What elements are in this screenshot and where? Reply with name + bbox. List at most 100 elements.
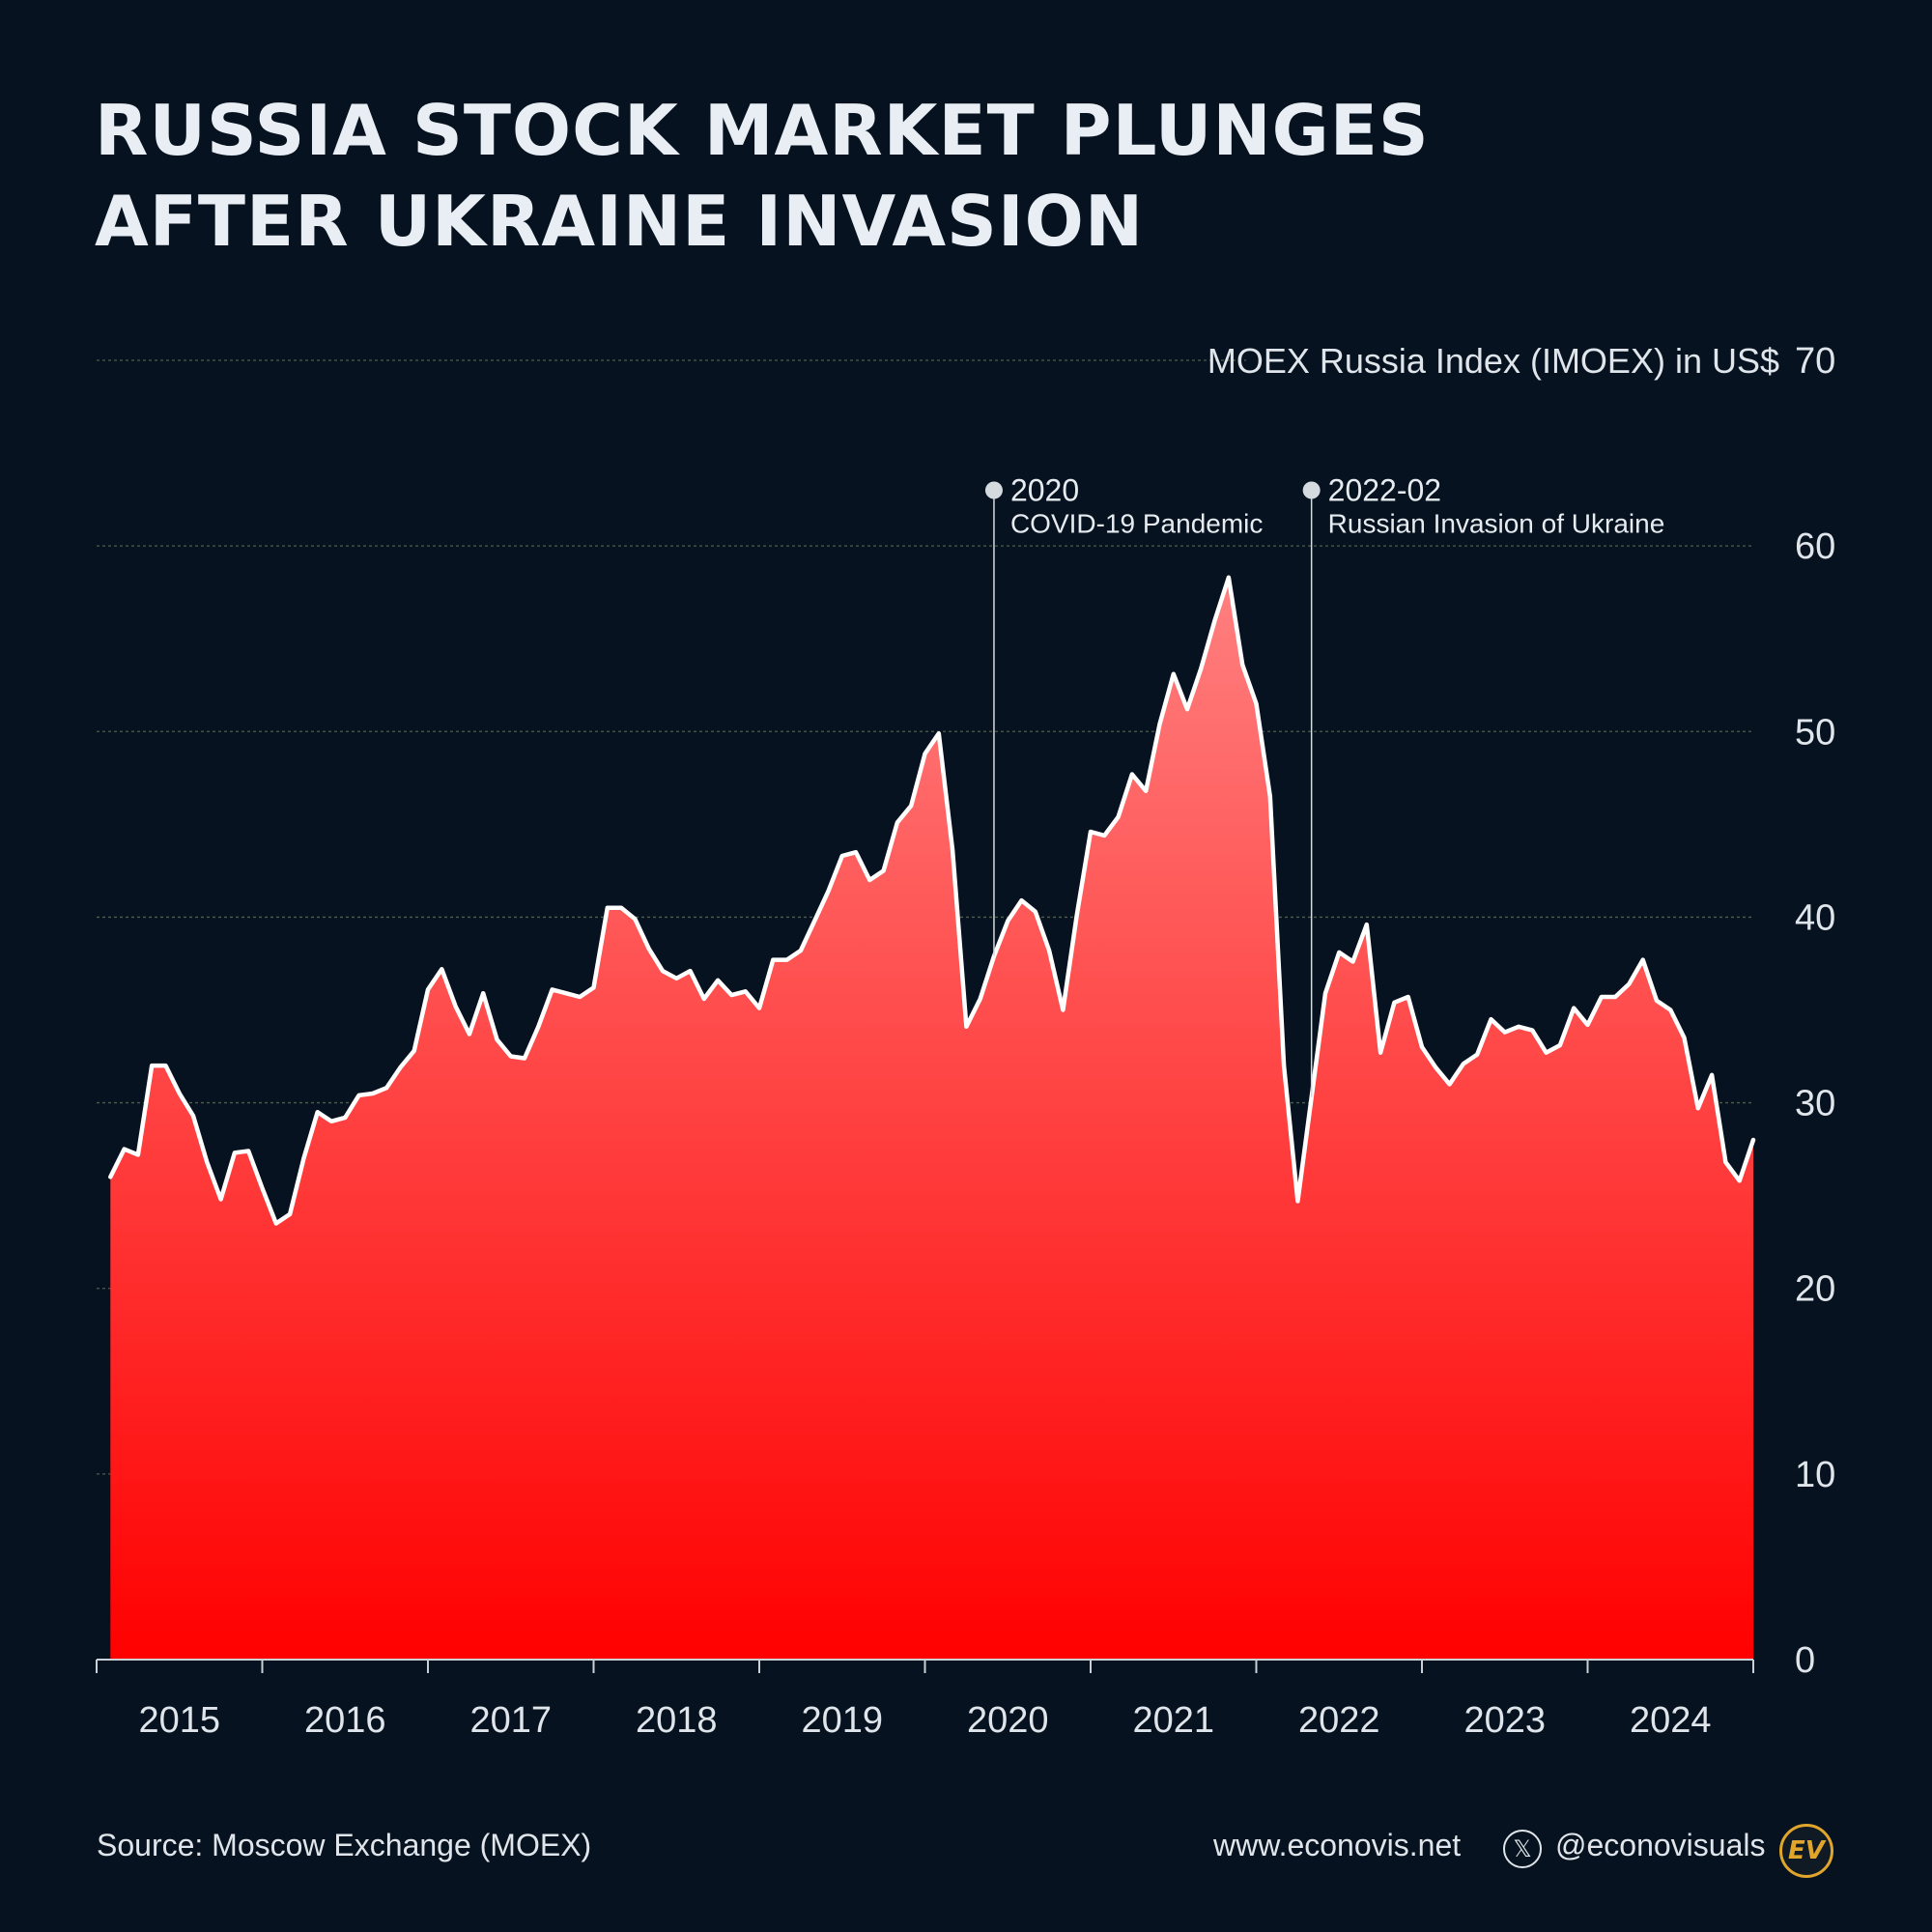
data-point-2017-05: [523, 1057, 526, 1060]
data-point-2017-08: [564, 992, 568, 995]
data-point-2017-10: [592, 986, 595, 989]
data-point-2022-11: [1435, 1065, 1437, 1069]
data-point-2018-05: [689, 969, 692, 973]
data-point-2017-02: [482, 992, 485, 995]
data-point-2016-09: [412, 1049, 415, 1053]
data-point-2024-10: [1751, 1138, 1755, 1142]
x-tick-label-2024: 2024: [1630, 1700, 1712, 1741]
data-point-2019-06: [868, 878, 871, 882]
data-point-2022-01: [1296, 1200, 1299, 1203]
data-point-2019-03: [827, 890, 830, 893]
data-point-2019-10: [923, 753, 926, 755]
data-point-2021-04: [1172, 672, 1176, 675]
data-point-2017-12: [619, 906, 623, 909]
data-point-2020-01: [965, 1025, 968, 1029]
data-point-2020-10: [1089, 830, 1093, 834]
data-point-2016-11: [440, 968, 443, 971]
data-point-2016-10: [426, 988, 430, 991]
data-point-2024-08: [1724, 1160, 1727, 1164]
data-point-2023-12: [1613, 995, 1617, 999]
x-tick-label-2019: 2019: [801, 1700, 883, 1741]
data-point-2016-08: [399, 1065, 402, 1069]
data-point-2015-09: [247, 1150, 250, 1152]
data-point-2024-04: [1669, 1009, 1672, 1011]
data-point-2015-02: [151, 1064, 154, 1067]
y-axis-label: MOEX Russia Index (IMOEX) in US$: [1208, 341, 1779, 381]
data-point-2019-01: [799, 949, 803, 952]
data-point-2018-12: [785, 958, 788, 961]
y-tick-label-0: 0: [1795, 1640, 1815, 1681]
data-point-2015-08: [233, 1151, 237, 1154]
x-tick-label-2022: 2022: [1298, 1700, 1380, 1741]
data-point-2016-07: [384, 1087, 388, 1090]
data-point-2018-03: [661, 969, 665, 973]
data-point-2023-03: [1490, 1017, 1492, 1021]
data-point-2021-03: [1158, 723, 1161, 725]
data-point-2021-01: [1130, 773, 1134, 776]
data-point-2023-06: [1531, 1029, 1534, 1032]
data-point-2016-06: [371, 1092, 374, 1095]
annotation-date-2020-03: 2020: [1010, 473, 1079, 508]
data-point-2020-08: [1062, 1009, 1065, 1011]
annotation-marker-2020-03: [984, 481, 1003, 499]
annotation-label-2022-02: Russian Invasion of Ukraine: [1328, 509, 1665, 539]
chart-title-line-2: AFTER UKRAINE INVASION: [95, 181, 1145, 262]
data-point-2018-04: [675, 977, 678, 980]
data-point-2020-11: [1103, 834, 1106, 838]
y-tick-label-50: 50: [1795, 712, 1835, 753]
data-point-2014-11: [109, 1176, 112, 1179]
data-point-2024-01: [1628, 982, 1631, 985]
data-point-2018-02: [647, 947, 650, 951]
data-point-2021-11: [1268, 795, 1272, 798]
data-point-2022-08: [1393, 1001, 1396, 1005]
data-point-2023-11: [1600, 995, 1604, 999]
website-link[interactable]: www.econovis.net: [1213, 1828, 1462, 1862]
data-point-2022-05: [1351, 960, 1354, 963]
data-point-2022-03: [1323, 992, 1327, 995]
data-point-2015-11: [274, 1222, 277, 1225]
y-tick-label-60: 60: [1795, 526, 1835, 567]
data-point-2023-10: [1586, 1023, 1589, 1027]
data-point-2022-09: [1406, 995, 1409, 999]
data-point-2019-12: [951, 849, 954, 852]
data-point-2021-02: [1145, 789, 1148, 792]
data-point-2022-10: [1420, 1045, 1424, 1049]
data-point-2020-06: [1034, 910, 1037, 913]
data-point-2015-07: [219, 1198, 222, 1201]
area-fill: [110, 577, 1753, 1660]
data-point-2019-04: [840, 854, 843, 858]
data-point-2021-12: [1282, 1064, 1286, 1067]
data-point-2017-03: [496, 1038, 498, 1041]
data-point-2022-12: [1448, 1083, 1451, 1086]
x-logo-icon[interactable]: 𝕏: [1503, 1830, 1542, 1868]
y-tick-label-30: 30: [1795, 1084, 1835, 1124]
data-point-2019-09: [910, 804, 913, 808]
data-point-2023-08: [1558, 1043, 1562, 1047]
social-handle[interactable]: @econovisuals: [1555, 1828, 1766, 1862]
data-point-2020-02: [979, 997, 981, 1001]
y-tick-label-70: 70: [1795, 341, 1835, 382]
annotation-date-2022-02: 2022-02: [1328, 473, 1441, 508]
data-point-2020-04: [1007, 920, 1009, 923]
data-point-2016-05: [357, 1094, 360, 1097]
data-point-2015-05: [191, 1114, 195, 1118]
data-point-2021-06: [1200, 667, 1203, 670]
data-point-2017-06: [537, 1025, 540, 1029]
data-point-2024-06: [1696, 1107, 1700, 1110]
data-point-2024-09: [1738, 1179, 1741, 1182]
chart-title-line-1: RUSSIA STOCK MARKET PLUNGES: [95, 90, 1430, 171]
data-point-2018-10: [757, 1007, 761, 1009]
x-tick-label-2017: 2017: [469, 1700, 552, 1741]
data-point-2020-05: [1020, 898, 1023, 902]
data-point-2021-09: [1241, 663, 1244, 667]
data-point-2019-07: [882, 869, 885, 872]
data-point-2024-07: [1710, 1073, 1714, 1077]
data-point-2015-06: [206, 1160, 209, 1164]
x-tick-label-2020: 2020: [967, 1700, 1049, 1741]
data-point-2021-05: [1185, 708, 1189, 711]
data-point-2023-09: [1573, 1007, 1576, 1009]
chart-title: RUSSIA STOCK MARKET PLUNGES AFTER UKRAIN…: [95, 85, 1430, 267]
data-point-2016-03: [329, 1120, 333, 1123]
data-point-2017-01: [468, 1033, 471, 1036]
